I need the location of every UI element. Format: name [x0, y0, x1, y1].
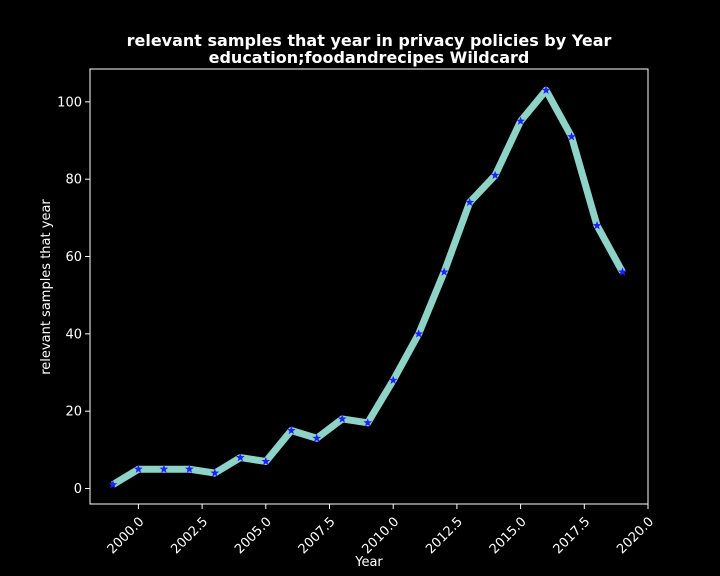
data-point-marker — [286, 425, 296, 435]
x-tick-label: 2007.5 — [296, 514, 339, 557]
x-tick-label: 2020.0 — [614, 514, 657, 557]
x-tick-label: 2002.5 — [168, 514, 211, 557]
data-point-marker — [337, 414, 347, 423]
y-tick-label: 100 — [57, 95, 82, 110]
data-point-marker — [465, 197, 475, 207]
data-point-marker — [490, 170, 500, 180]
data-point-marker — [516, 116, 525, 125]
data-point-marker — [618, 267, 627, 276]
y-tick-label: 20 — [65, 405, 82, 420]
x-tick-label: 2012.5 — [423, 514, 466, 557]
data-point-marker — [388, 375, 398, 384]
data-point-marker — [567, 132, 576, 141]
data-point-marker — [312, 433, 322, 442]
plot-frame — [89, 68, 649, 505]
data-point-marker — [134, 464, 143, 473]
x-tick-label: 2015.0 — [487, 514, 530, 557]
y-tick-label: 0 — [74, 482, 82, 497]
series-line — [111, 86, 626, 488]
y-axis: 0 20 40 60 80 100 — [57, 95, 90, 497]
data-point-marker — [592, 221, 602, 230]
y-tick-label: 80 — [65, 173, 82, 188]
chart-title-line1: relevant samples that year in privacy po… — [127, 31, 612, 50]
y-tick-label: 60 — [65, 250, 82, 265]
x-tick-label: 2010.0 — [359, 514, 402, 557]
y-axis-label: relevant samples that year — [39, 199, 54, 375]
data-point-marker — [108, 480, 118, 489]
data-point-marker — [414, 329, 424, 338]
data-point-marker — [439, 267, 449, 276]
x-tick-label: 2017.5 — [551, 514, 594, 557]
x-axis-label: Year — [354, 555, 383, 570]
x-axis: 2000.0 2002.5 2005.0 2007.5 2010.0 2012.5 2015… — [105, 504, 657, 557]
x-tick-label: 2000.0 — [105, 514, 148, 557]
y-tick-label: 40 — [65, 327, 82, 342]
data-point-marker — [235, 453, 245, 462]
data-point-marker — [210, 468, 220, 477]
data-point-marker — [541, 85, 551, 94]
series-layer — [108, 85, 627, 489]
data-point-marker — [363, 418, 373, 427]
data-point-marker — [261, 456, 271, 466]
data-point-marker — [159, 464, 169, 473]
data-point-marker — [185, 464, 194, 473]
chart-title-line2: education;foodandrecipes Wildcard — [209, 48, 530, 67]
x-tick-label: 2005.0 — [232, 514, 275, 557]
